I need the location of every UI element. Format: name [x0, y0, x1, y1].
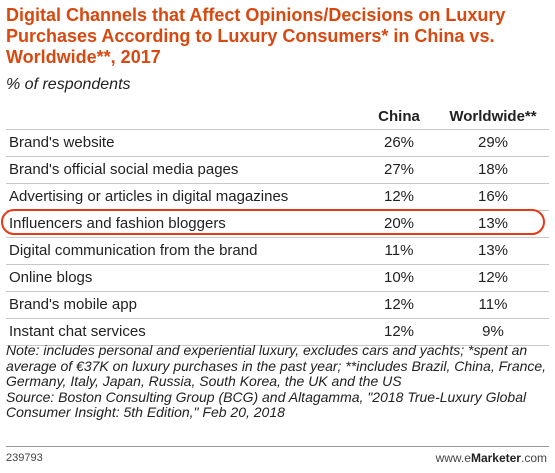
china-value: 10% — [361, 264, 437, 292]
worldwide-value: 9% — [437, 318, 549, 346]
table-header-row: China Worldwide** — [6, 104, 549, 130]
row-label: Online blogs — [6, 264, 361, 292]
chart-id: 239793 — [6, 452, 43, 464]
china-value: 12% — [361, 291, 437, 319]
data-table: China Worldwide** Brand's website 26% 29… — [6, 104, 549, 346]
brand-e: e — [464, 451, 471, 465]
china-value: 27% — [361, 156, 437, 184]
row-label: Brand's mobile app — [6, 291, 361, 319]
note-text: Note: includes personal and experiential… — [6, 342, 547, 390]
footer-divider — [6, 446, 549, 447]
table-row: Brand's mobile app 12% 11% — [6, 291, 549, 319]
brand-suffix: .com — [520, 451, 547, 465]
table-row: Digital communication from the brand 11%… — [6, 237, 549, 265]
header-label-col — [6, 104, 361, 130]
header-worldwide: Worldwide** — [449, 108, 537, 125]
worldwide-value: 12% — [437, 264, 549, 292]
row-label: Brand's official social media pages — [6, 156, 361, 184]
table-row: Brand's website 26% 29% — [6, 129, 549, 157]
brand-logo: www.eMarketer.com — [436, 451, 547, 465]
worldwide-value: 29% — [437, 129, 549, 157]
china-value: 11% — [361, 237, 437, 265]
worldwide-value: 18% — [437, 156, 549, 184]
header-china: China — [378, 108, 420, 125]
row-label: Digital communication from the brand — [6, 237, 361, 265]
table-row-highlighted: Influencers and fashion bloggers 20% 13% — [6, 210, 549, 238]
row-label: Brand's website — [6, 129, 361, 157]
chart-subtitle: % of respondents — [6, 76, 131, 93]
worldwide-value: 13% — [437, 210, 549, 238]
table-row: Instant chat services 12% 9% — [6, 318, 549, 346]
table-row: Online blogs 10% 12% — [6, 264, 549, 292]
china-value: 12% — [361, 318, 437, 346]
china-value: 12% — [361, 183, 437, 211]
china-value: 20% — [361, 210, 437, 238]
table-row: Advertising or articles in digital magaz… — [6, 183, 549, 211]
china-value: 26% — [361, 129, 437, 157]
data-table-container: China Worldwide** Brand's website 26% 29… — [6, 104, 549, 346]
worldwide-value: 11% — [437, 291, 549, 319]
worldwide-value: 13% — [437, 237, 549, 265]
chart-title: Digital Channels that Affect Opinions/De… — [6, 5, 506, 67]
brand-name: Marketer — [470, 451, 521, 465]
worldwide-value: 16% — [437, 183, 549, 211]
row-label: Influencers and fashion bloggers — [6, 210, 361, 238]
source-text: Source: Boston Consulting Group (BCG) an… — [6, 388, 527, 421]
row-label: Advertising or articles in digital magaz… — [6, 183, 361, 211]
footnotes: Note: includes personal and experiential… — [6, 342, 551, 421]
table-row: Brand's official social media pages 27% … — [6, 156, 549, 184]
brand-prefix: www. — [435, 451, 465, 465]
row-label: Instant chat services — [6, 318, 361, 346]
